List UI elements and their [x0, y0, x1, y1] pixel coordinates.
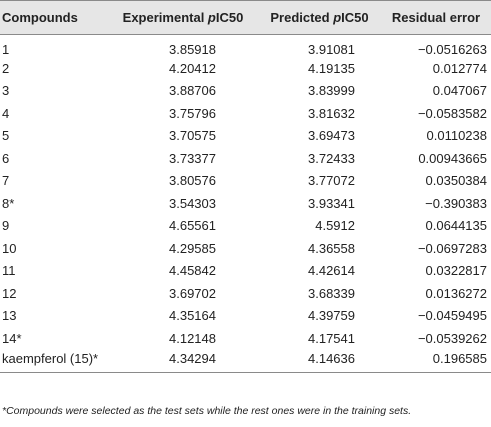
- table-row: 4 3.75796 3.81632 −0.0583582: [0, 102, 491, 125]
- table-row: 12 3.69702 3.68339 0.0136272: [0, 282, 491, 305]
- cell-predicted-pic50: 4.42614: [308, 263, 355, 279]
- cell-compound: 11: [2, 263, 16, 279]
- cell-residual-error: −0.390383: [425, 195, 487, 211]
- table-row: 6 3.73377 3.72433 0.00943665: [0, 147, 491, 170]
- table-row: 14* 4.12148 4.17541 −0.0539262: [0, 327, 491, 350]
- cell-compound: 1: [2, 41, 10, 57]
- table-row: 13 4.35164 4.39759 −0.0459495: [0, 305, 491, 328]
- cell-residual-error: 0.047067: [432, 83, 487, 99]
- cell-predicted-pic50: 3.68339: [308, 285, 355, 301]
- cell-experimental-pic50: 4.12148: [169, 330, 216, 346]
- cell-residual-error: 0.0644135: [425, 218, 487, 234]
- cell-experimental-pic50: 3.54303: [169, 195, 216, 211]
- cell-residual-error: 0.00943665: [418, 150, 487, 166]
- cell-compound: 3: [2, 83, 10, 99]
- header-predicted-pic50: Predicted pIC50: [258, 0, 381, 35]
- cell-experimental-pic50: 3.70575: [169, 128, 216, 144]
- table-row: 7 3.80576 3.77072 0.0350384: [0, 170, 491, 193]
- table-row: 2 4.20412 4.19135 0.012774: [0, 57, 491, 80]
- cell-residual-error: −0.0516263: [417, 41, 487, 57]
- header-compounds: Compounds: [0, 0, 108, 35]
- cell-residual-error: 0.0136272: [425, 285, 487, 301]
- header-predicted-suffix: IC50: [341, 10, 369, 25]
- cell-residual-error: −0.0459495: [417, 308, 487, 324]
- cell-experimental-pic50: 4.34294: [108, 349, 258, 373]
- cell-compound: 10: [2, 240, 17, 256]
- cell-predicted-pic50: 3.83999: [308, 83, 355, 99]
- table-footnote: *Compounds were selected as the test set…: [2, 405, 412, 417]
- cell-compound: 14*: [2, 330, 22, 346]
- cell-predicted-pic50: 3.77072: [308, 173, 355, 189]
- header-experimental-italic: p: [207, 10, 216, 25]
- cell-experimental-pic50: 3.80576: [169, 173, 216, 189]
- cell-compound: 8*: [2, 195, 15, 211]
- table-header: Compounds Experimental pIC50 Predicted p…: [0, 0, 491, 35]
- cell-compound: 4: [2, 105, 10, 121]
- cell-predicted-pic50: 4.5912: [315, 218, 355, 234]
- cell-predicted-pic50: 3.81632: [308, 105, 355, 121]
- cell-experimental-pic50: 3.69702: [169, 285, 216, 301]
- cell-residual-error: −0.0539262: [417, 330, 487, 346]
- cell-compound: kaempferol (15)*: [0, 349, 108, 373]
- cell-residual-error: −0.0697283: [417, 240, 487, 256]
- cell-predicted-pic50: 3.72433: [308, 150, 355, 166]
- cell-compound: 9: [2, 218, 10, 234]
- cell-predicted-pic50: 4.19135: [308, 60, 355, 76]
- cell-residual-error: −0.0583582: [417, 105, 487, 121]
- cell-predicted-pic50: 4.39759: [308, 308, 355, 324]
- cell-experimental-pic50: 4.20412: [169, 60, 216, 76]
- header-row: Compounds Experimental pIC50 Predicted p…: [0, 0, 491, 35]
- cell-residual-error: 0.0110238: [426, 128, 488, 144]
- cell-compound: 5: [2, 128, 10, 144]
- header-experimental-suffix: IC50: [215, 10, 244, 25]
- cell-predicted-pic50: 4.14636: [258, 349, 381, 373]
- cell-predicted-pic50: 3.91081: [308, 41, 355, 57]
- cell-experimental-pic50: 4.65561: [169, 218, 216, 234]
- header-experimental-pic50: Experimental pIC50: [108, 0, 258, 35]
- cell-experimental-pic50: 3.75796: [169, 105, 216, 121]
- cell-residual-error: 0.196585: [381, 349, 491, 373]
- cell-compound: 13: [2, 308, 17, 324]
- table-row: 5 3.70575 3.69473 0.0110238: [0, 125, 491, 148]
- header-predicted-prefix: Predicted: [270, 10, 334, 25]
- cell-compound: 2: [2, 60, 10, 76]
- cell-experimental-pic50: 4.45842: [169, 263, 216, 279]
- table-row: 8* 3.54303 3.93341 −0.390383: [0, 192, 491, 215]
- cell-experimental-pic50: 3.88706: [169, 83, 216, 99]
- table-row: 9 4.65561 4.5912 0.0644135: [0, 215, 491, 238]
- table-row: 11 4.45842 4.42614 0.0322817: [0, 260, 491, 283]
- header-predicted-italic: p: [333, 10, 342, 25]
- cell-predicted-pic50: 4.17541: [308, 330, 355, 346]
- cell-predicted-pic50: 3.69473: [308, 128, 355, 144]
- cell-residual-error: 0.012774: [432, 60, 487, 76]
- table-row: 10 4.29585 4.36558 −0.0697283: [0, 237, 491, 260]
- cell-experimental-pic50: 3.85918: [169, 41, 216, 57]
- cell-compound: 6: [2, 150, 10, 166]
- cell-experimental-pic50: 4.35164: [169, 308, 216, 324]
- table-row: kaempferol (15)* 4.34294 4.14636 0.196585: [0, 349, 491, 373]
- cell-experimental-pic50: 4.29585: [169, 240, 216, 256]
- cell-experimental-pic50: 3.73377: [169, 150, 216, 166]
- header-residual-error: Residual error: [381, 0, 491, 35]
- cell-residual-error: 0.0322817: [425, 263, 487, 279]
- cell-predicted-pic50: 3.93341: [308, 195, 355, 211]
- header-experimental-prefix: Experimental: [122, 10, 208, 25]
- cell-residual-error: 0.0350384: [425, 173, 487, 189]
- table-row: 1 3.85918 3.91081 −0.0516263: [0, 35, 491, 58]
- table-row: 3 3.88706 3.83999 0.047067: [0, 80, 491, 103]
- cell-predicted-pic50: 4.36558: [308, 240, 355, 256]
- cell-compound: 7: [2, 173, 10, 189]
- table-body: 1 3.85918 3.91081 −0.0516263 2 4.20412 4.19135…: [0, 35, 491, 373]
- data-table: Compounds Experimental pIC50 Predicted p…: [0, 0, 491, 373]
- cell-compound: 12: [2, 285, 17, 301]
